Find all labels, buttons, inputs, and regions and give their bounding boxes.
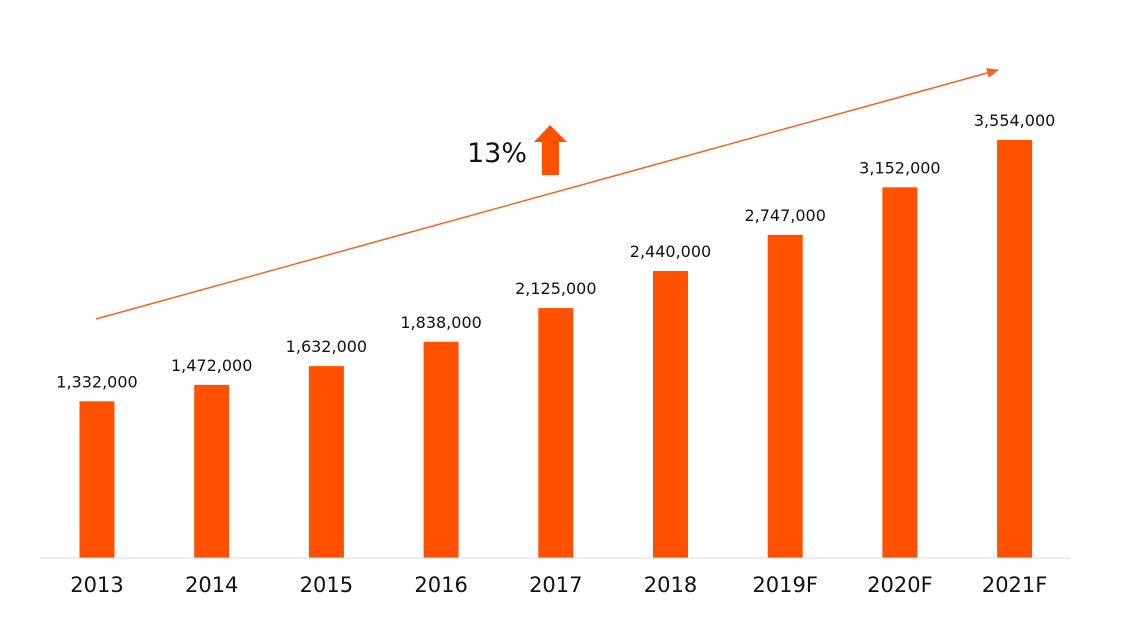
bar-2019f: [767, 234, 803, 558]
data-label-2018: 2,440,000: [630, 242, 711, 261]
data-label-2021f: 3,554,000: [974, 111, 1055, 130]
x-tick-label-2013: 2013: [70, 573, 123, 597]
data-label-2015: 1,632,000: [286, 337, 367, 356]
bar-2017: [538, 308, 574, 558]
data-label-2019f: 2,747,000: [744, 206, 825, 225]
x-tick-label-2016: 2016: [414, 573, 467, 597]
data-labels-group: 1,332,000 1,472,000 1,632,000 1,838,000 2,12…: [56, 111, 1055, 391]
bar-2018: [653, 271, 688, 558]
x-tick-label-2021f: 2021F: [982, 573, 1048, 597]
bar-2020f: [882, 187, 918, 559]
data-label-2014: 1,472,000: [171, 356, 252, 375]
bar-2021f: [997, 140, 1033, 558]
x-tick-label-2017: 2017: [529, 573, 582, 597]
data-label-2020f: 3,152,000: [859, 158, 940, 177]
trend-arrow: [95, 68, 999, 320]
bar-2015: [308, 366, 344, 558]
bar-2016: [423, 341, 459, 558]
x-tick-label-2020f: 2020F: [867, 573, 933, 597]
x-tick-label-2015: 2015: [300, 573, 353, 597]
bar-2014: [194, 384, 230, 558]
bars-group: [79, 140, 1033, 559]
x-axis-tick-labels: 2013 2014 2015 2016 2017 2018 2019F 2020F 2021F: [70, 573, 1047, 597]
data-label-2017: 2,125,000: [515, 279, 596, 298]
bar-2013: [79, 401, 115, 558]
x-tick-label-2014: 2014: [185, 573, 238, 597]
x-tick-label-2019f: 2019F: [752, 573, 818, 597]
data-label-2016: 1,838,000: [400, 313, 481, 332]
up-arrow-icon: [534, 125, 567, 175]
data-label-2013: 1,332,000: [56, 372, 137, 391]
growth-rate-label: 13%: [467, 138, 527, 169]
x-tick-label-2018: 2018: [644, 573, 697, 597]
